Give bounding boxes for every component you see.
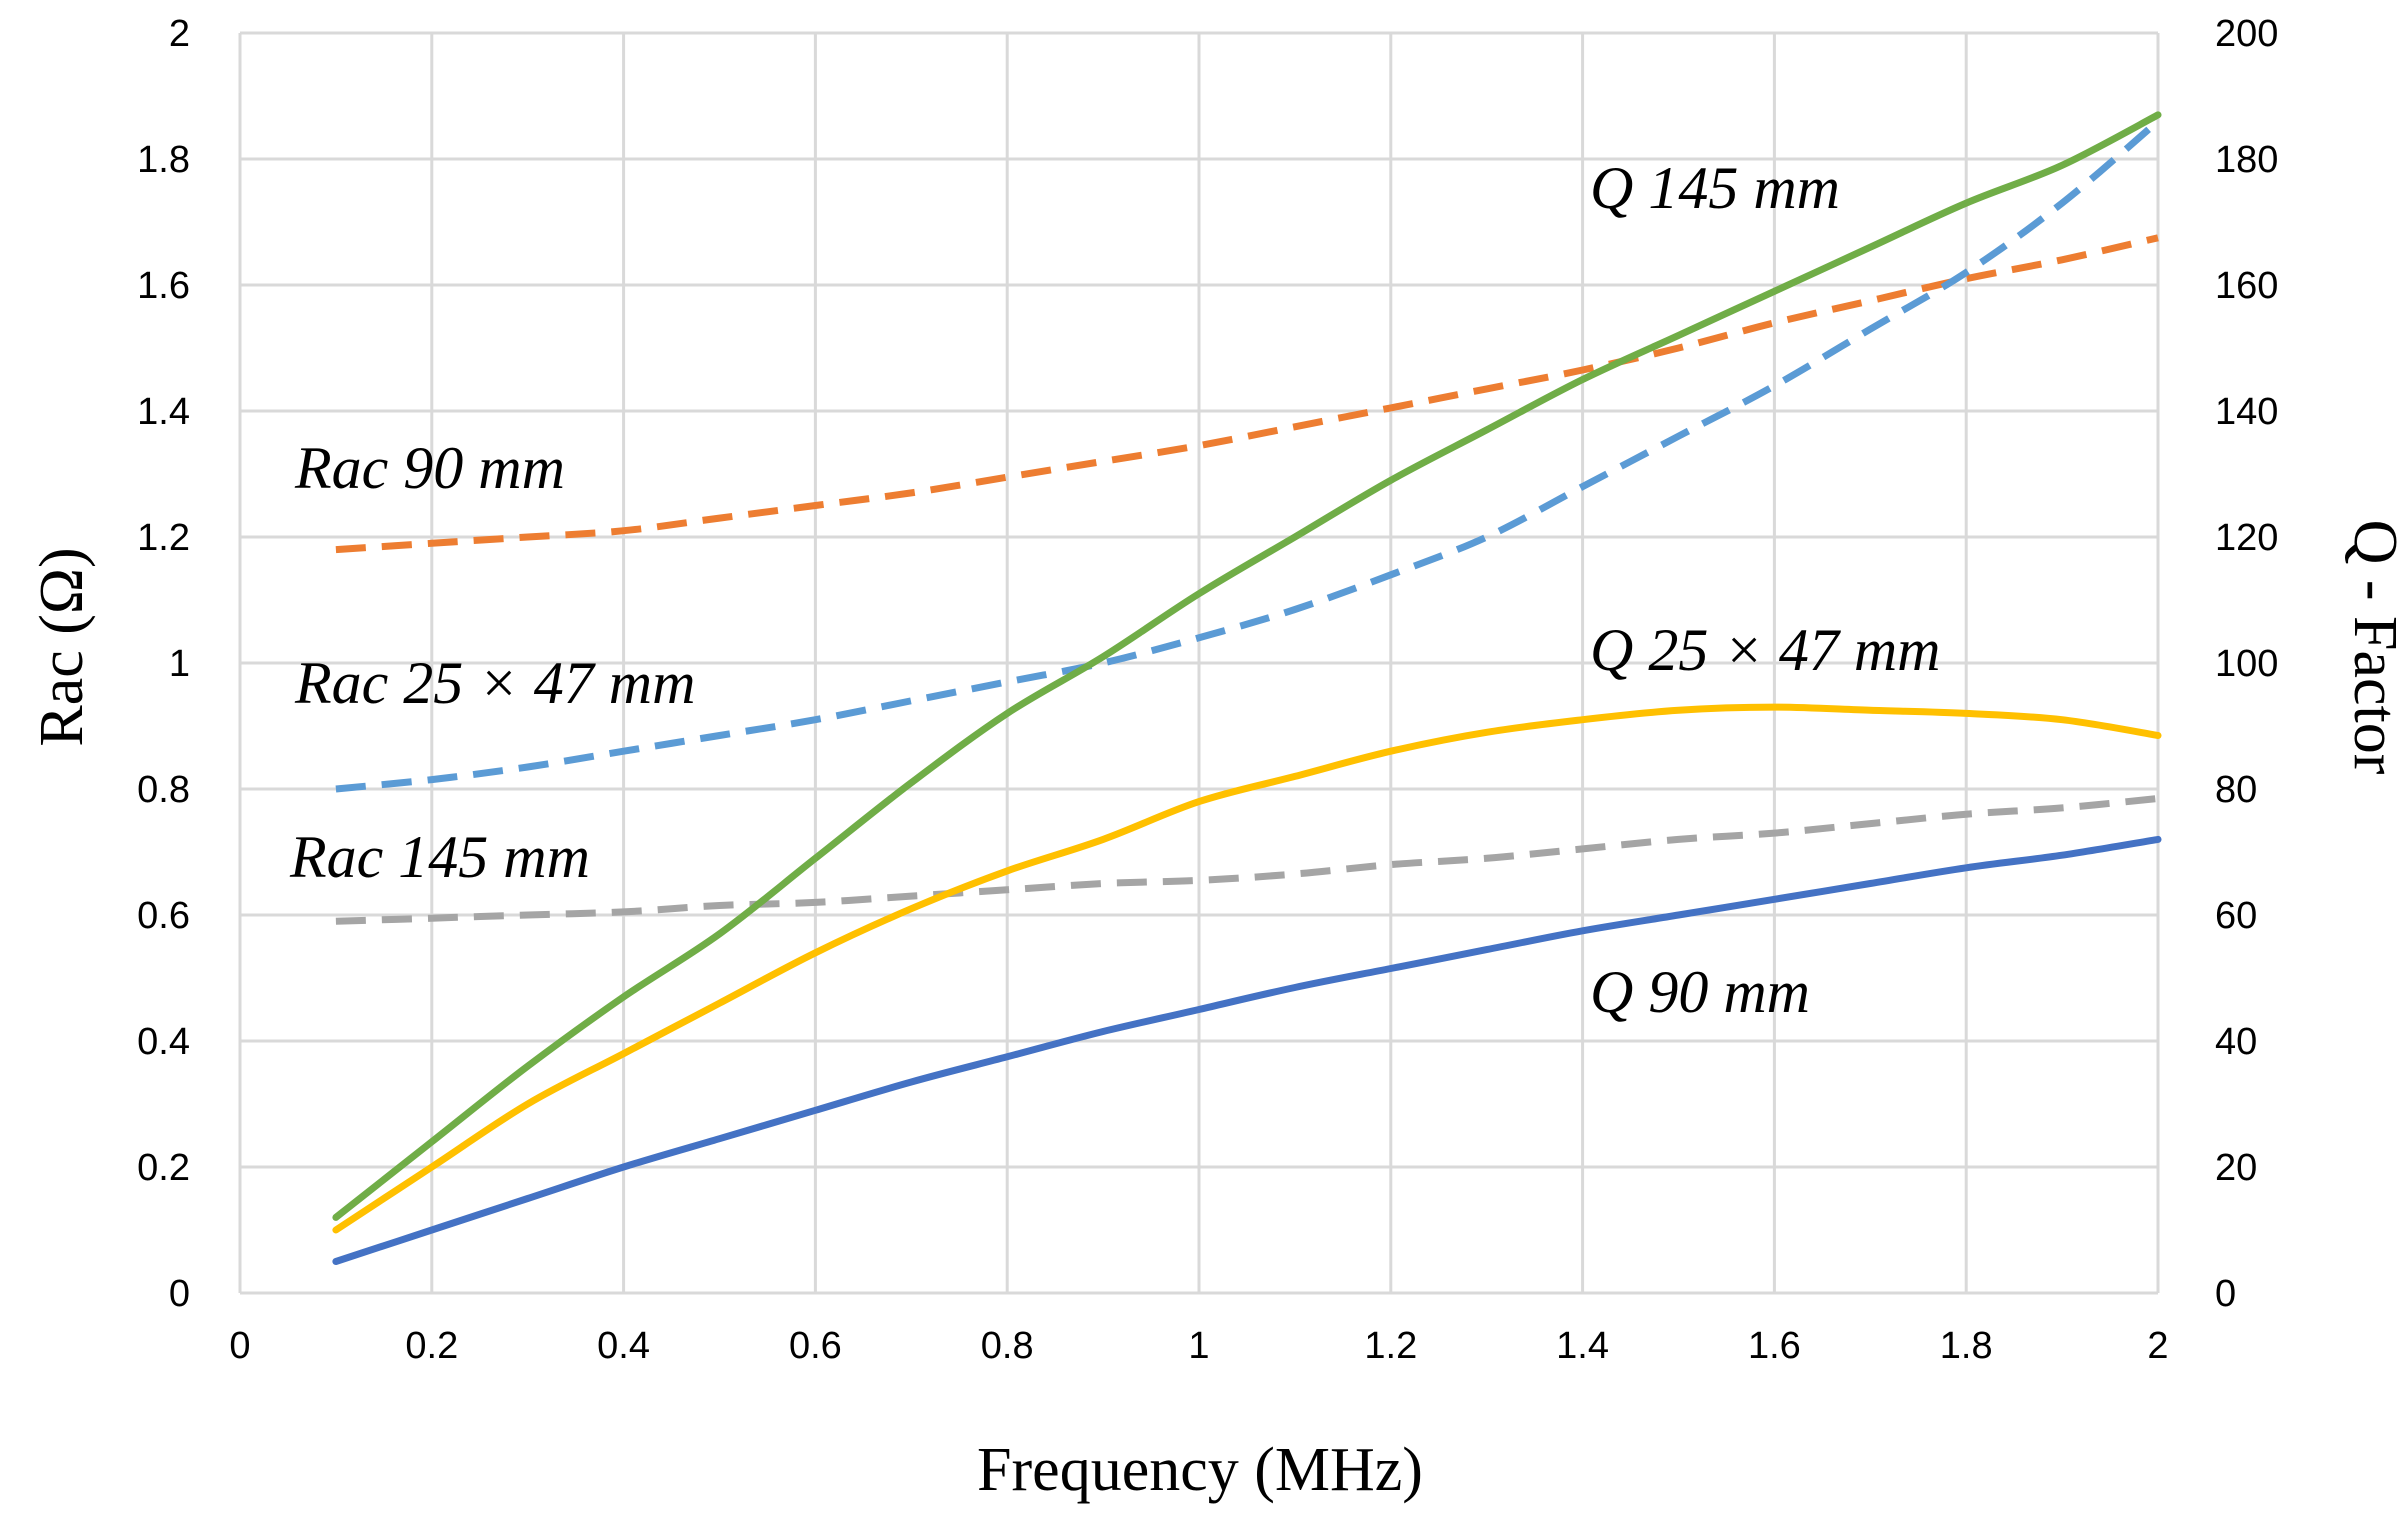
x-tick-label: 0.8 bbox=[981, 1325, 1034, 1367]
x-tick-label: 1.4 bbox=[1556, 1325, 1609, 1367]
x-tick-label: 0.4 bbox=[597, 1325, 650, 1367]
y-right-tick-label: 60 bbox=[2215, 895, 2257, 937]
series-line-rac-90-mm bbox=[335, 234, 2159, 554]
annotation-rac-25x47: Rac 25 × 47 mm bbox=[294, 650, 695, 716]
y-left-tick-label: 1.8 bbox=[137, 139, 190, 181]
y-left-tick-label: 1 bbox=[169, 643, 190, 685]
y-axis-title-left: Rac (Ω) bbox=[28, 547, 96, 746]
y-left-tick-label: 2 bbox=[169, 13, 190, 55]
series-line-q-90-mm bbox=[332, 835, 2162, 1265]
series-line-q-25-47-mm bbox=[332, 703, 2162, 1234]
y-right-tick-label: 160 bbox=[2215, 265, 2278, 307]
y-right-tick-label: 140 bbox=[2215, 391, 2278, 433]
annotation-rac-145: Rac 145 mm bbox=[289, 824, 590, 890]
y-right-tick-label: 200 bbox=[2215, 13, 2278, 55]
y-right-tick-label: 20 bbox=[2215, 1147, 2257, 1189]
y-left-tick-label: 1.6 bbox=[137, 265, 190, 307]
x-tick-label: 0 bbox=[229, 1325, 250, 1367]
x-tick-label: 2 bbox=[2147, 1325, 2168, 1367]
y-right-tick-label: 120 bbox=[2215, 517, 2278, 559]
y-right-tick-label: 100 bbox=[2215, 643, 2278, 685]
tick-labels: 0 0.2 0.4 0.6 0.8 1 1.2 1.4 1.6 1.8 200.20.40.60.8… bbox=[137, 13, 2278, 1367]
y-axis-title-right: Q - Factor bbox=[2341, 520, 2407, 775]
x-tick-label: 1.6 bbox=[1748, 1325, 1801, 1367]
plot-series bbox=[332, 111, 2162, 1265]
y-right-tick-label: 80 bbox=[2215, 769, 2257, 811]
series-line-rac-25-47-mm bbox=[335, 118, 2161, 793]
annotation-rac-90: Rac 90 mm bbox=[294, 435, 565, 501]
y-left-tick-label: 0.8 bbox=[137, 769, 190, 811]
x-tick-label: 1.8 bbox=[1940, 1325, 1993, 1367]
y-left-tick-label: 0.2 bbox=[137, 1147, 190, 1189]
y-right-tick-label: 0 bbox=[2215, 1273, 2236, 1315]
series-line-q-145-mm bbox=[332, 111, 2162, 1221]
x-tick-label: 0.2 bbox=[405, 1325, 458, 1367]
annotation-q-145: Q 145 mm bbox=[1590, 155, 1840, 221]
y-left-tick-label: 1.2 bbox=[137, 517, 190, 559]
y-left-tick-label: 1.4 bbox=[137, 391, 190, 433]
annotation-q-90: Q 90 mm bbox=[1590, 959, 1810, 1025]
y-left-tick-label: 0 bbox=[169, 1273, 190, 1315]
y-left-tick-label: 0.4 bbox=[137, 1021, 190, 1063]
annotation-q-25x47: Q 25 × 47 mm bbox=[1590, 617, 1940, 683]
x-tick-label: 0.6 bbox=[789, 1325, 842, 1367]
gridlines bbox=[238, 31, 2160, 1295]
x-axis-title: Frequency (MHz) bbox=[977, 1436, 1423, 1504]
y-right-tick-label: 180 bbox=[2215, 139, 2278, 181]
x-tick-label: 1.2 bbox=[1364, 1325, 1417, 1367]
y-left-tick-label: 0.6 bbox=[137, 895, 190, 937]
series-line-rac-145-mm bbox=[335, 795, 2159, 925]
x-tick-label: 1 bbox=[1188, 1325, 1209, 1367]
y-right-tick-label: 40 bbox=[2215, 1021, 2257, 1063]
